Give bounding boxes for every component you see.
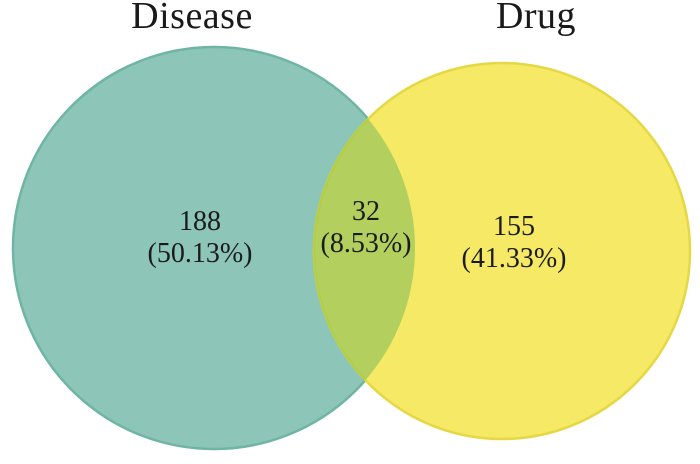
disease-only-label: 188 (50.13%): [148, 206, 253, 270]
intersection-count: 32: [351, 196, 380, 227]
disease-only-percent: (50.13%): [147, 238, 253, 269]
drug-set-title: Drug: [495, 0, 577, 37]
intersection-label: 32 (8.53%): [321, 196, 412, 260]
disease-only-count: 188: [178, 206, 221, 237]
intersection-percent: (8.53%): [320, 228, 412, 259]
drug-only-percent: (41.33%): [461, 243, 567, 274]
drug-only-label: 155 (41.33%): [462, 211, 567, 275]
drug-only-count: 155: [492, 211, 535, 242]
disease-set-title: Disease: [131, 0, 253, 37]
